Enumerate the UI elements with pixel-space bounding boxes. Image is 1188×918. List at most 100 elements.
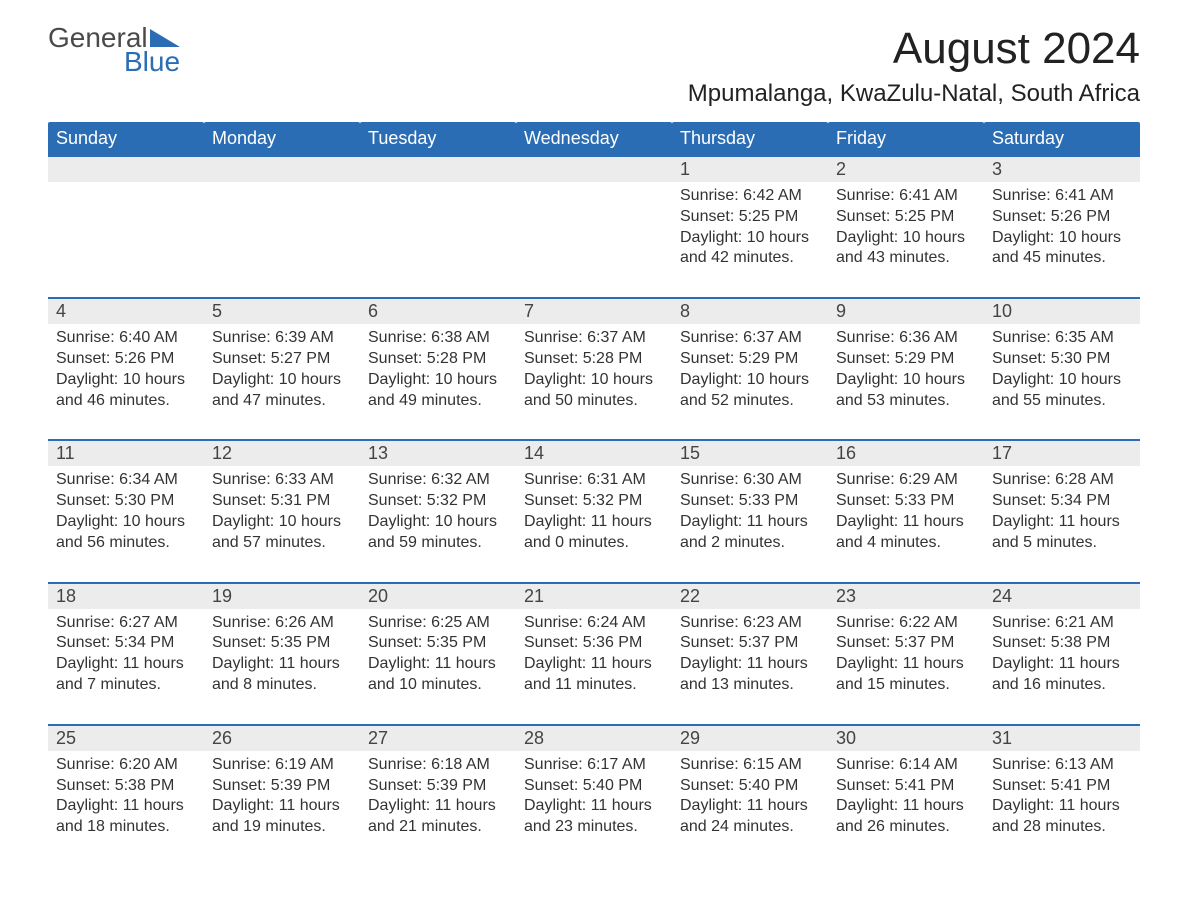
day-number-cell: 29 xyxy=(672,726,828,751)
day-detail-cell: Sunrise: 6:41 AMSunset: 5:26 PMDaylight:… xyxy=(984,182,1140,297)
sunset-line: Sunset: 5:28 PM xyxy=(368,349,508,370)
flag-icon xyxy=(150,27,180,47)
daylight-value: 11 hours and 28 minutes. xyxy=(992,797,1120,835)
day-detail-cell: Sunrise: 6:37 AMSunset: 5:29 PMDaylight:… xyxy=(672,324,828,439)
daylight-line: Daylight: 11 hours and 21 minutes. xyxy=(368,796,508,838)
sunset-line: Sunset: 5:31 PM xyxy=(212,491,352,512)
daylight-value: 10 hours and 55 minutes. xyxy=(992,371,1121,409)
sunset-value: 5:26 PM xyxy=(1051,208,1111,225)
sunset-value: 5:26 PM xyxy=(115,350,175,367)
day-number-cell xyxy=(360,157,516,182)
daylight-line: Daylight: 11 hours and 26 minutes. xyxy=(836,796,976,838)
daylight-value: 11 hours and 5 minutes. xyxy=(992,513,1120,551)
day-detail-cell: Sunrise: 6:13 AMSunset: 5:41 PMDaylight:… xyxy=(984,751,1140,848)
day-detail-row: Sunrise: 6:40 AMSunset: 5:26 PMDaylight:… xyxy=(48,324,1140,439)
day-number-cell: 11 xyxy=(48,441,204,466)
sunrise-value: 6:24 AM xyxy=(587,614,646,631)
day-number-cell: 21 xyxy=(516,584,672,609)
day-detail-cell: Sunrise: 6:23 AMSunset: 5:37 PMDaylight:… xyxy=(672,609,828,724)
day-number-cell: 6 xyxy=(360,299,516,324)
sunset-value: 5:33 PM xyxy=(739,492,799,509)
day-number-cell: 24 xyxy=(984,584,1140,609)
day-detail-row: Sunrise: 6:34 AMSunset: 5:30 PMDaylight:… xyxy=(48,466,1140,581)
day-number-cell: 28 xyxy=(516,726,672,751)
day-detail-cell: Sunrise: 6:25 AMSunset: 5:35 PMDaylight:… xyxy=(360,609,516,724)
sunrise-value: 6:15 AM xyxy=(743,756,802,773)
sunset-value: 5:37 PM xyxy=(739,634,799,651)
day-detail-cell: Sunrise: 6:15 AMSunset: 5:40 PMDaylight:… xyxy=(672,751,828,848)
sunrise-line: Sunrise: 6:14 AM xyxy=(836,755,976,776)
sunset-value: 5:25 PM xyxy=(895,208,955,225)
sunrise-line: Sunrise: 6:20 AM xyxy=(56,755,196,776)
day-detail-cell: Sunrise: 6:35 AMSunset: 5:30 PMDaylight:… xyxy=(984,324,1140,439)
day-number-cell xyxy=(48,157,204,182)
day-number: 7 xyxy=(524,301,534,321)
location-subtitle: Mpumalanga, KwaZulu-Natal, South Africa xyxy=(48,80,1140,108)
day-number: 21 xyxy=(524,586,544,606)
sunrise-line: Sunrise: 6:37 AM xyxy=(524,328,664,349)
sunrise-value: 6:41 AM xyxy=(899,187,958,204)
day-number: 5 xyxy=(212,301,222,321)
sunrise-line: Sunrise: 6:22 AM xyxy=(836,613,976,634)
daylight-value: 11 hours and 16 minutes. xyxy=(992,655,1120,693)
day-number-cell: 5 xyxy=(204,299,360,324)
sunrise-line: Sunrise: 6:32 AM xyxy=(368,470,508,491)
sunset-value: 5:35 PM xyxy=(427,634,487,651)
sunset-line: Sunset: 5:38 PM xyxy=(56,776,196,797)
day-number-cell: 1 xyxy=(672,157,828,182)
sunset-line: Sunset: 5:30 PM xyxy=(56,491,196,512)
day-number-cell: 16 xyxy=(828,441,984,466)
sunrise-line: Sunrise: 6:17 AM xyxy=(524,755,664,776)
daylight-line: Daylight: 10 hours and 59 minutes. xyxy=(368,512,508,554)
daylight-line: Daylight: 10 hours and 42 minutes. xyxy=(680,228,820,270)
day-detail-cell: Sunrise: 6:42 AMSunset: 5:25 PMDaylight:… xyxy=(672,182,828,297)
sunrise-value: 6:40 AM xyxy=(119,329,178,346)
sunset-line: Sunset: 5:25 PM xyxy=(836,207,976,228)
sunset-line: Sunset: 5:38 PM xyxy=(992,633,1132,654)
daylight-value: 11 hours and 13 minutes. xyxy=(680,655,808,693)
day-number: 15 xyxy=(680,443,700,463)
sunset-value: 5:36 PM xyxy=(583,634,643,651)
sunset-line: Sunset: 5:37 PM xyxy=(680,633,820,654)
sunrise-line: Sunrise: 6:18 AM xyxy=(368,755,508,776)
daylight-line: Daylight: 11 hours and 15 minutes. xyxy=(836,654,976,696)
sunset-line: Sunset: 5:33 PM xyxy=(836,491,976,512)
sunrise-value: 6:35 AM xyxy=(1055,329,1114,346)
sunrise-line: Sunrise: 6:21 AM xyxy=(992,613,1132,634)
sunset-value: 5:37 PM xyxy=(895,634,955,651)
sunset-line: Sunset: 5:29 PM xyxy=(836,349,976,370)
daylight-value: 11 hours and 19 minutes. xyxy=(212,797,340,835)
daylight-line: Daylight: 11 hours and 18 minutes. xyxy=(56,796,196,838)
day-detail-cell: Sunrise: 6:34 AMSunset: 5:30 PMDaylight:… xyxy=(48,466,204,581)
day-number: 13 xyxy=(368,443,388,463)
daylight-value: 10 hours and 50 minutes. xyxy=(524,371,653,409)
day-number-cell: 26 xyxy=(204,726,360,751)
sunrise-value: 6:38 AM xyxy=(431,329,490,346)
day-detail-cell: Sunrise: 6:38 AMSunset: 5:28 PMDaylight:… xyxy=(360,324,516,439)
daylight-line: Daylight: 11 hours and 5 minutes. xyxy=(992,512,1132,554)
calendar-header-row: Sunday Monday Tuesday Wednesday Thursday… xyxy=(48,122,1140,155)
sunset-value: 5:27 PM xyxy=(271,350,331,367)
day-detail-cell: Sunrise: 6:14 AMSunset: 5:41 PMDaylight:… xyxy=(828,751,984,848)
day-detail-cell: Sunrise: 6:27 AMSunset: 5:34 PMDaylight:… xyxy=(48,609,204,724)
sunset-value: 5:38 PM xyxy=(1051,634,1111,651)
day-header: Monday xyxy=(204,122,360,155)
daylight-value: 10 hours and 59 minutes. xyxy=(368,513,497,551)
sunrise-line: Sunrise: 6:30 AM xyxy=(680,470,820,491)
sunrise-line: Sunrise: 6:29 AM xyxy=(836,470,976,491)
daylight-line: Daylight: 10 hours and 57 minutes. xyxy=(212,512,352,554)
day-number-cell xyxy=(204,157,360,182)
sunrise-line: Sunrise: 6:41 AM xyxy=(992,186,1132,207)
calendar-week: 123Sunrise: 6:42 AMSunset: 5:25 PMDaylig… xyxy=(48,155,1140,297)
sunset-value: 5:30 PM xyxy=(115,492,175,509)
day-detail-cell xyxy=(48,182,204,297)
sunset-value: 5:28 PM xyxy=(427,350,487,367)
sunrise-value: 6:13 AM xyxy=(1055,756,1114,773)
sunset-line: Sunset: 5:41 PM xyxy=(836,776,976,797)
sunrise-line: Sunrise: 6:39 AM xyxy=(212,328,352,349)
sunset-line: Sunset: 5:35 PM xyxy=(368,633,508,654)
sunset-value: 5:35 PM xyxy=(271,634,331,651)
day-number: 27 xyxy=(368,728,388,748)
sunset-line: Sunset: 5:40 PM xyxy=(524,776,664,797)
daylight-value: 10 hours and 42 minutes. xyxy=(680,229,809,267)
